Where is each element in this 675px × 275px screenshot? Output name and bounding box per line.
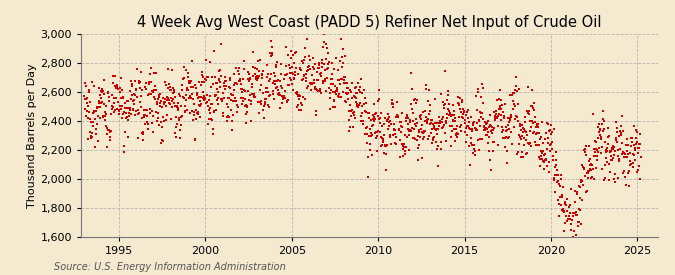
Text: Source: U.S. Energy Information Administration: Source: U.S. Energy Information Administ… xyxy=(54,262,286,272)
Title: 4 Week Avg West Coast (PADD 5) Refiner Net Input of Crude Oil: 4 Week Avg West Coast (PADD 5) Refiner N… xyxy=(137,15,602,31)
Y-axis label: Thousand Barrels per Day: Thousand Barrels per Day xyxy=(28,63,37,208)
